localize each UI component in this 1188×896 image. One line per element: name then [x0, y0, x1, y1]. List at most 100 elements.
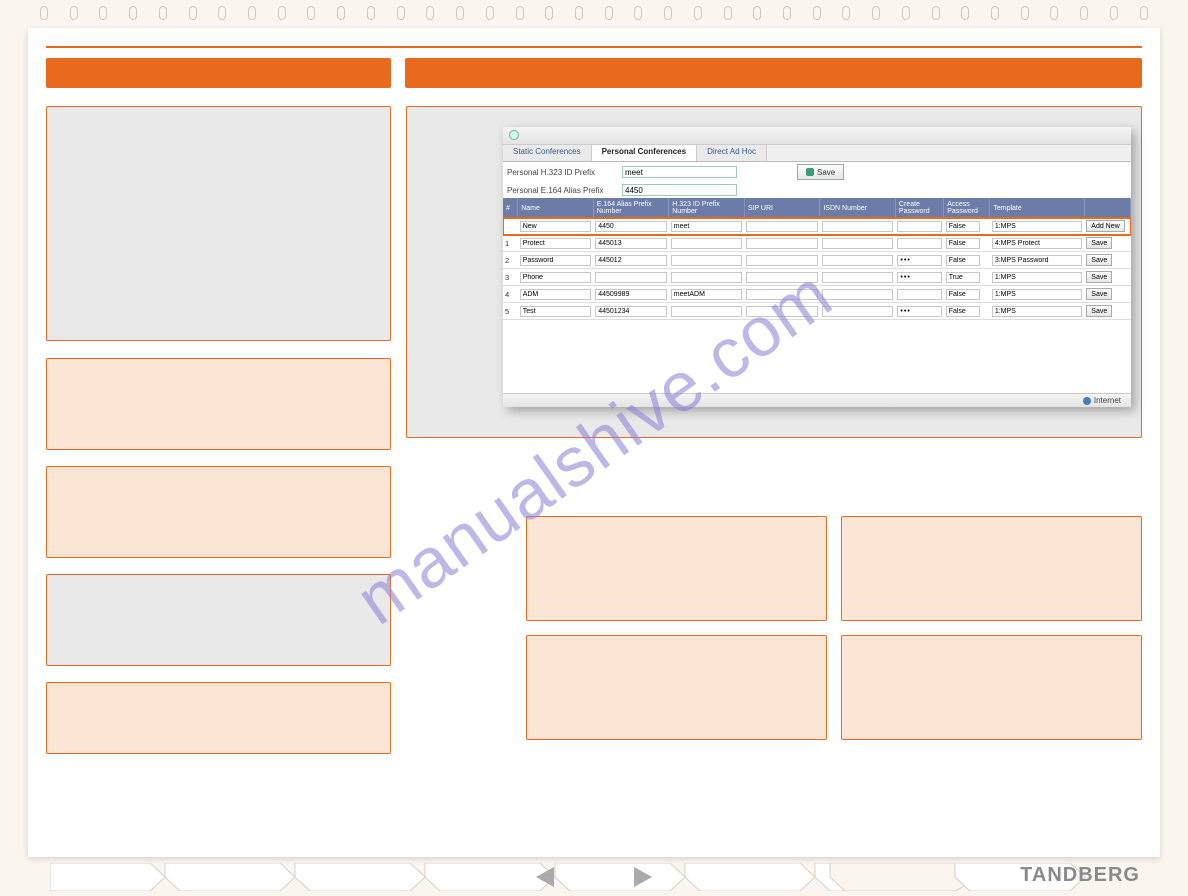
- row-name[interactable]: [520, 289, 592, 300]
- col-isdn: ISDN Number: [820, 198, 896, 218]
- new-sip[interactable]: [746, 221, 818, 232]
- tab-personal[interactable]: Personal Conferences: [592, 145, 697, 161]
- row-template[interactable]: [992, 289, 1082, 300]
- row-sip[interactable]: [746, 289, 818, 300]
- left-box-3: [46, 466, 391, 558]
- row-sip[interactable]: [746, 306, 818, 317]
- row-createpw[interactable]: [897, 306, 941, 317]
- col-action: [1084, 198, 1130, 218]
- col-h323: H.323 ID Prefix Number: [669, 198, 745, 218]
- row-new: Add New: [503, 218, 1131, 235]
- row-h323[interactable]: [671, 289, 743, 300]
- next-arrow-icon[interactable]: [634, 867, 652, 887]
- row-h323[interactable]: [671, 238, 743, 249]
- spiral-binding: for (let i=0;i<38;i++) document.write('<…: [40, 6, 1148, 24]
- rb-cell-3: [526, 635, 827, 740]
- rb-cell-1: [526, 516, 827, 621]
- row-sip[interactable]: [746, 272, 818, 283]
- row-accesspw[interactable]: [946, 272, 980, 283]
- row-createpw[interactable]: [897, 238, 941, 249]
- new-template[interactable]: [992, 221, 1082, 232]
- top-rule: [46, 46, 1142, 48]
- row-e164[interactable]: [595, 306, 667, 317]
- h323-prefix-input[interactable]: [622, 166, 737, 178]
- row-e164[interactable]: [595, 238, 667, 249]
- row-save-button[interactable]: Save: [1086, 254, 1112, 266]
- row-accesspw[interactable]: [946, 289, 980, 300]
- row-sip[interactable]: [746, 255, 818, 266]
- row-e164[interactable]: [595, 272, 667, 283]
- screenshot: Static Conferences Personal Conferences …: [503, 127, 1131, 407]
- row-accesspw[interactable]: [946, 238, 980, 249]
- left-box-4: [46, 574, 391, 666]
- save-icon: [806, 168, 814, 176]
- new-e164[interactable]: [595, 221, 667, 232]
- right-bottom-grid: [526, 516, 1142, 754]
- row-isdn[interactable]: [822, 255, 894, 266]
- screenshot-panel: Static Conferences Personal Conferences …: [406, 106, 1142, 438]
- new-name[interactable]: [520, 221, 592, 232]
- save-button[interactable]: Save: [797, 164, 844, 180]
- row-save-button[interactable]: Save: [1086, 237, 1112, 249]
- new-accesspw[interactable]: [946, 221, 980, 232]
- ss-tabs: Static Conferences Personal Conferences …: [503, 145, 1131, 162]
- row-accesspw[interactable]: [946, 306, 980, 317]
- row-sip[interactable]: [746, 238, 818, 249]
- col-name: Name: [518, 198, 594, 218]
- row-createpw[interactable]: [897, 255, 941, 266]
- row-template[interactable]: [992, 306, 1082, 317]
- rb-cell-4: [841, 635, 1142, 740]
- col-num: #: [503, 198, 518, 218]
- row-template[interactable]: [992, 255, 1082, 266]
- row-h323[interactable]: [671, 306, 743, 317]
- section-title-right: [405, 58, 1142, 88]
- left-box-1: [46, 106, 391, 341]
- toolbar-icon: [509, 130, 519, 140]
- section-title-left: [46, 58, 391, 88]
- content-region: Static Conferences Personal Conferences …: [46, 106, 1142, 806]
- table-row: 1Save: [503, 235, 1131, 252]
- row-name[interactable]: [520, 272, 592, 283]
- col-template: Template: [990, 198, 1084, 218]
- tab-static[interactable]: Static Conferences: [503, 145, 592, 161]
- row-name[interactable]: [520, 255, 592, 266]
- page: Static Conferences Personal Conferences …: [28, 28, 1160, 857]
- new-isdn[interactable]: [822, 221, 894, 232]
- table-row: 2Save: [503, 252, 1131, 269]
- globe-icon: [1083, 397, 1091, 405]
- new-createpw[interactable]: [897, 221, 941, 232]
- row-isdn[interactable]: [822, 289, 894, 300]
- row-e164[interactable]: [595, 289, 667, 300]
- row-createpw[interactable]: [897, 272, 941, 283]
- ss-toolbar: [503, 127, 1131, 145]
- row-name[interactable]: [520, 238, 592, 249]
- row-template[interactable]: [992, 238, 1082, 249]
- ss-footer: Internet: [503, 393, 1131, 407]
- row-isdn[interactable]: [822, 272, 894, 283]
- table-row: 4Save: [503, 286, 1131, 303]
- row-isdn[interactable]: [822, 238, 894, 249]
- row-save-button[interactable]: Save: [1086, 271, 1112, 283]
- footer-text: Internet: [1094, 396, 1121, 405]
- row-save-button[interactable]: Save: [1086, 288, 1112, 300]
- row-template[interactable]: [992, 272, 1082, 283]
- add-new-button[interactable]: Add New: [1086, 220, 1124, 232]
- new-h323[interactable]: [671, 221, 743, 232]
- row-h323[interactable]: [671, 255, 743, 266]
- col-createpw: Create Password: [895, 198, 943, 218]
- conference-table: # Name E.164 Alias Prefix Number H.323 I…: [503, 198, 1131, 320]
- row-name[interactable]: [520, 306, 592, 317]
- e164-prefix-input[interactable]: [622, 184, 737, 196]
- row-isdn[interactable]: [822, 306, 894, 317]
- rb-cell-2: [841, 516, 1142, 621]
- prev-arrow-icon[interactable]: [536, 867, 554, 887]
- row-h323[interactable]: [671, 272, 743, 283]
- brand-logo: TANDBERG: [1020, 864, 1140, 887]
- tab-adhoc[interactable]: Direct Ad Hoc: [697, 145, 767, 161]
- header-bars: [46, 58, 1142, 88]
- e164-prefix-label: Personal E.164 Alias Prefix: [507, 186, 622, 195]
- row-save-button[interactable]: Save: [1086, 305, 1112, 317]
- row-createpw[interactable]: [897, 289, 941, 300]
- row-e164[interactable]: [595, 255, 667, 266]
- row-accesspw[interactable]: [946, 255, 980, 266]
